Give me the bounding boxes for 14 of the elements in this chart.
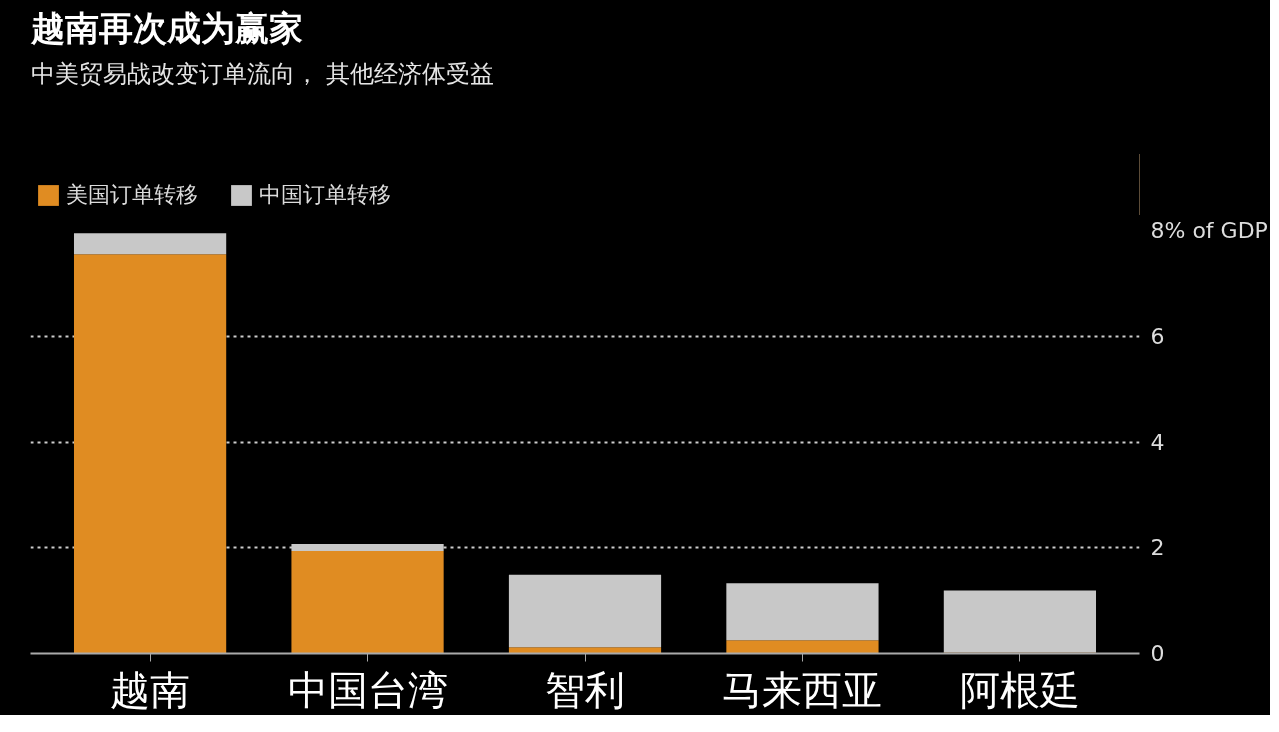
x-tick-label: 智利 xyxy=(545,666,625,713)
chart-title: 越南再次成为赢家 xyxy=(29,7,303,48)
y-tick-label: 4 xyxy=(1150,429,1165,455)
x-tick-label: 越南 xyxy=(110,666,191,713)
x-tick-label: 中国台湾 xyxy=(287,666,448,713)
y-tick-label: 0 xyxy=(1150,641,1165,666)
chart-subtitle: 中美贸易战改变订单流向， 其他经济体受益 xyxy=(30,59,495,88)
y-tick-label: 6 xyxy=(1150,323,1165,349)
legend-label: 美国订单转移 xyxy=(66,181,198,209)
legend-label: 中国订单转移 xyxy=(259,181,391,209)
x-tick-label: 马来西亚 xyxy=(722,666,883,713)
x-tick-label: 阿根廷 xyxy=(959,666,1080,713)
y-tick-label: 2 xyxy=(1150,535,1165,561)
y-tick-label: 8% of GDP xyxy=(1150,218,1268,243)
